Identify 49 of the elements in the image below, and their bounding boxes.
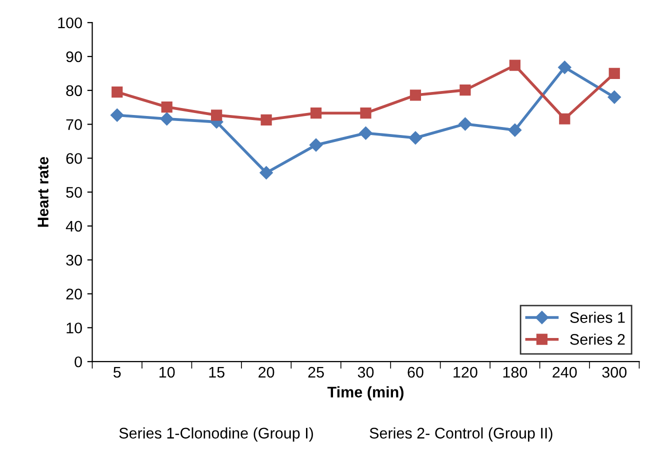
x-tick-label: 240 (552, 366, 577, 378)
point (309, 138, 323, 152)
text: Series 1-Clonodine (Group I) (119, 427, 313, 442)
x-axis-title: Time (min) (327, 386, 404, 400)
y-tick-label: 80 (66, 85, 82, 96)
y-tick-label: 10 (66, 322, 82, 334)
y-tick-label: 20 (66, 288, 82, 300)
x-tick-label: 10 (160, 366, 175, 378)
point (558, 60, 572, 74)
y-tick-label: 30 (66, 254, 82, 266)
point (410, 90, 422, 101)
y-tick-label: 90 (66, 51, 82, 62)
point (509, 60, 520, 71)
x-tick-label: 5 (113, 367, 121, 378)
point (260, 114, 272, 126)
y-tick-label: 70 (66, 119, 82, 130)
point (211, 110, 222, 121)
point (508, 123, 522, 137)
point (310, 108, 322, 119)
point (160, 112, 174, 126)
x-tick-label: 25 (308, 366, 324, 378)
x-tick-label: 300 (602, 366, 627, 378)
x-tick-label: 120 (454, 366, 478, 378)
point (559, 113, 570, 124)
point (112, 86, 123, 98)
point (161, 101, 172, 113)
point (110, 108, 124, 122)
y-tick-label: 0 (74, 356, 82, 368)
point (460, 84, 471, 96)
point (360, 108, 372, 119)
y-tick-label: 50 (66, 186, 82, 198)
point (359, 126, 372, 140)
point (408, 131, 422, 144)
x-tick-label: 30 (358, 366, 374, 378)
y-tick-label: 60 (66, 153, 82, 164)
x-tick-label: 20 (258, 366, 274, 378)
x-tick-label: 60 (408, 366, 424, 378)
point (260, 166, 273, 180)
legend-label: Series 2 (570, 334, 625, 345)
y-tick-label: 100 (58, 17, 82, 28)
legend-label: Series 1 (570, 312, 625, 323)
text: Series 2- Control (Group II) (370, 427, 552, 442)
point (458, 117, 472, 131)
x-tick-label: 15 (209, 367, 224, 378)
point (608, 68, 620, 80)
point (608, 90, 621, 104)
x-tick-label: 180 (503, 366, 528, 378)
y-tick-label: 40 (66, 220, 82, 232)
y-axis-title: Heart rate (38, 156, 48, 227)
